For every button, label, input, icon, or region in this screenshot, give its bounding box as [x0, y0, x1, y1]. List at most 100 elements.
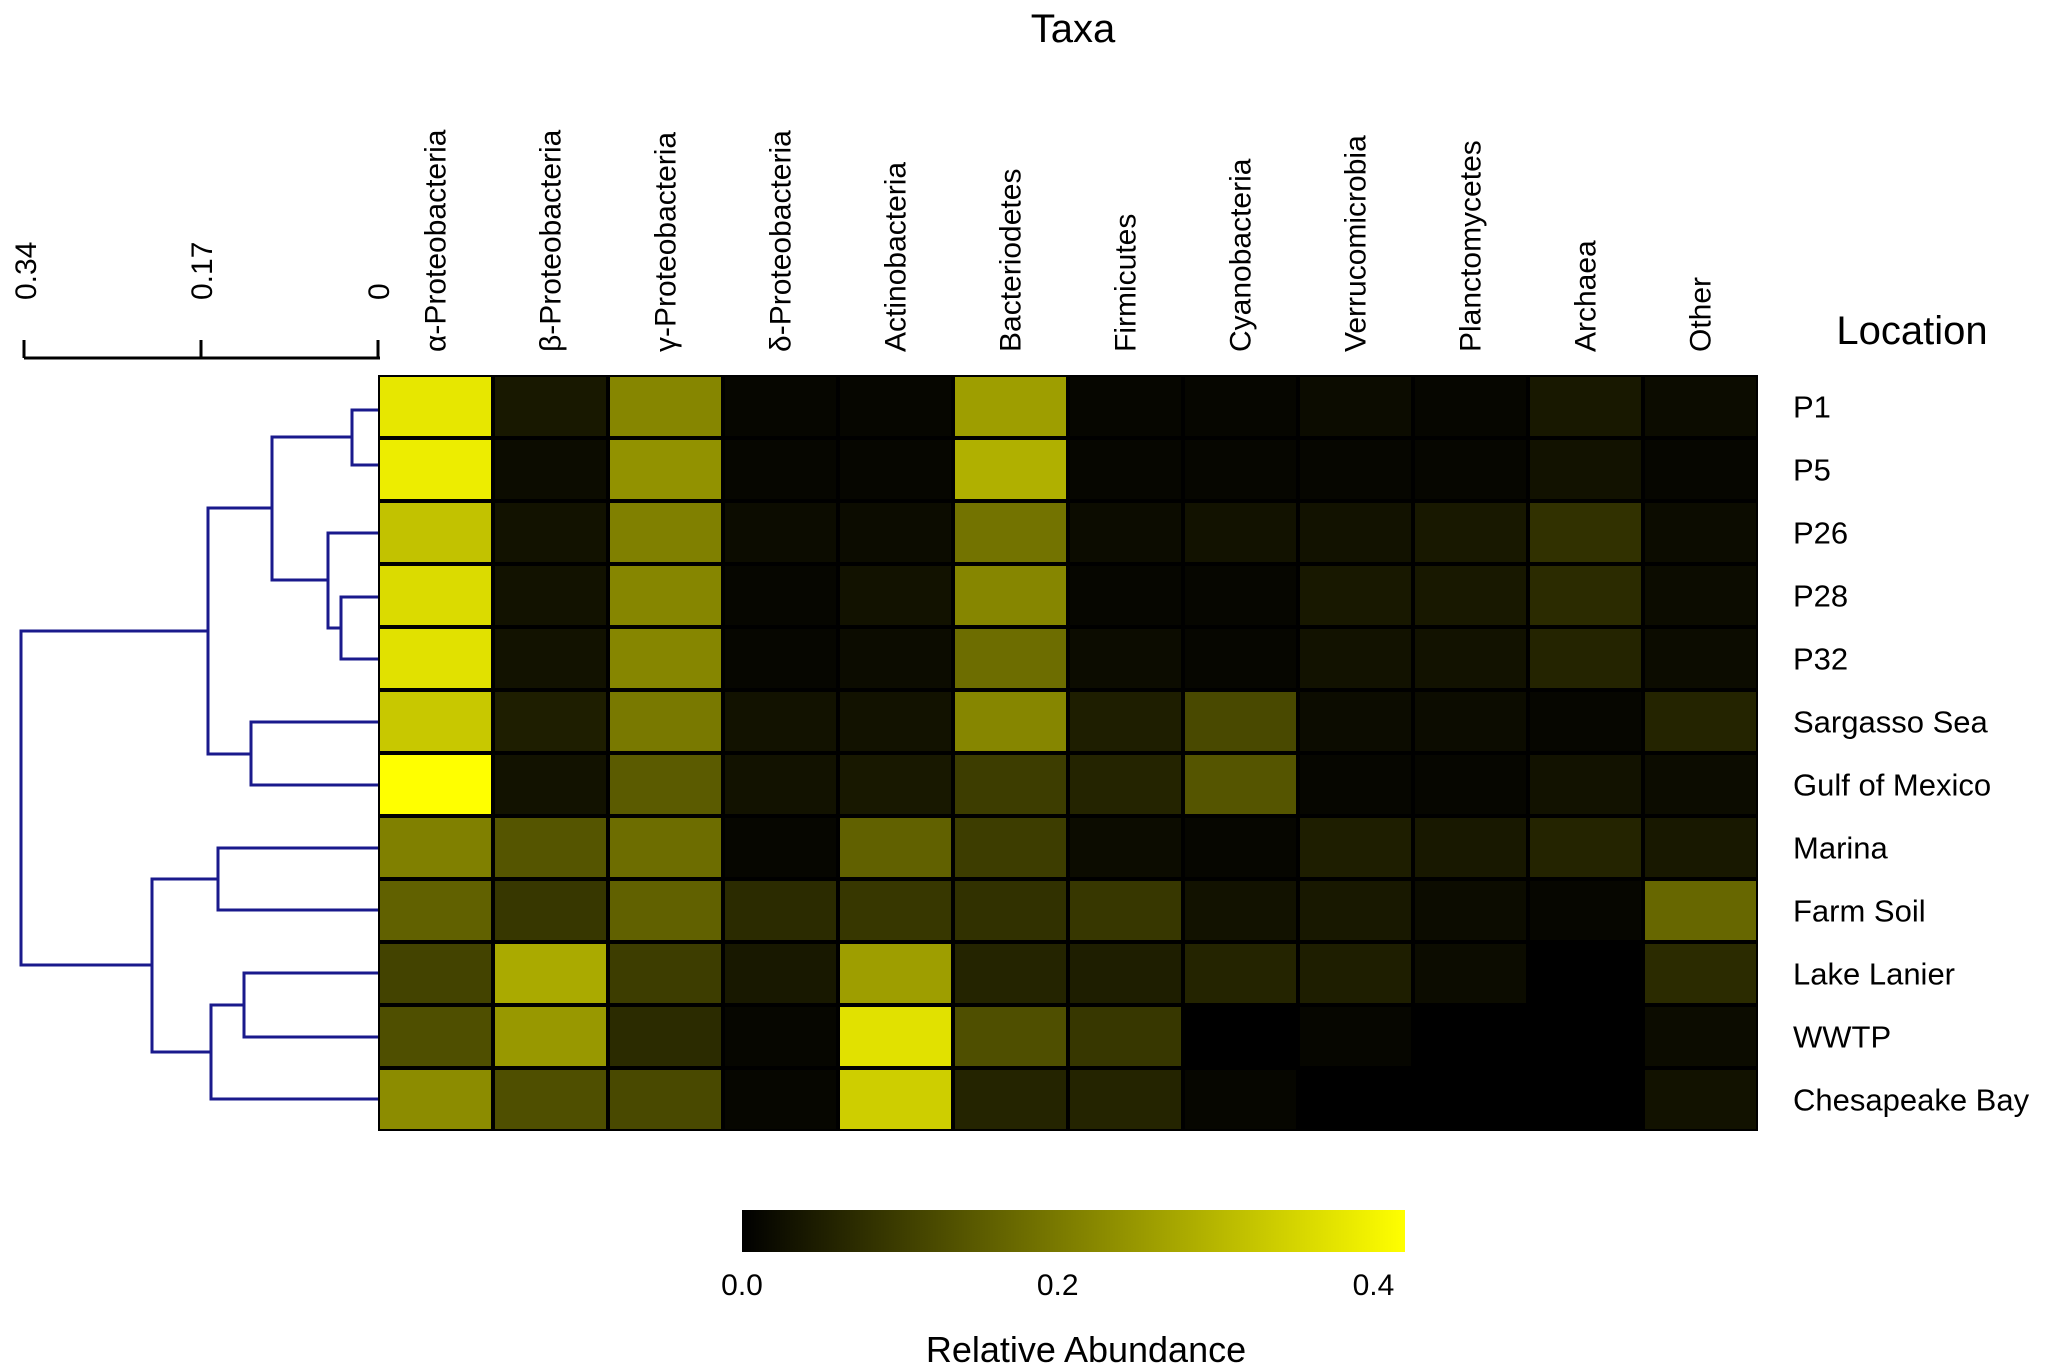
dendrogram-branch-p1-p5: [350, 408, 378, 467]
heatmap-cell: [1070, 377, 1181, 436]
heatmap-cell: [1645, 692, 1756, 751]
heatmap-cell: [495, 1070, 606, 1129]
dendrogram-branch-freshwater-cluster: [150, 877, 218, 1054]
heatmap-cell: [840, 881, 951, 940]
column-label: Cyanobacteria: [1225, 158, 1258, 352]
dendrogram-branch-p28-p32: [339, 595, 378, 661]
heatmap-cell: [955, 818, 1066, 877]
heatmap-cell: [1415, 944, 1526, 1003]
heatmap-cell: [840, 1070, 951, 1129]
heatmap-cell: [1300, 944, 1411, 1003]
heatmap-cell: [1530, 566, 1641, 625]
heatmap-cell: [1530, 440, 1641, 499]
heatmap-cell: [1070, 566, 1181, 625]
column-label: Planctomycetes: [1455, 140, 1488, 352]
heatmap-cell: [725, 1007, 836, 1066]
heatmap-cell: [1185, 692, 1296, 751]
heatmap-cell: [610, 1007, 721, 1066]
heatmap-cell: [840, 944, 951, 1003]
row-label: P28: [1793, 579, 1848, 614]
heatmap-cell: [1415, 1007, 1526, 1066]
heatmap-cell: [1415, 755, 1526, 814]
row-label: Sargasso Sea: [1793, 705, 1988, 740]
heatmap-cell: [1300, 755, 1411, 814]
dendrogram-branch-lake-wwtp: [242, 971, 378, 1039]
heatmap-cell: [1645, 440, 1756, 499]
heatmap-cell: [725, 440, 836, 499]
heatmap-cell: [1185, 1070, 1296, 1129]
heatmap-cell: [610, 503, 721, 562]
dendrogram-scale-tick-label: 0.17: [186, 242, 219, 300]
heatmap-cell: [725, 818, 836, 877]
heatmap-cell: [1185, 818, 1296, 877]
heatmap-cell: [1645, 755, 1756, 814]
heatmap-cell: [1185, 755, 1296, 814]
row-dendrogram: [19, 408, 378, 1101]
heatmap-cell: [610, 755, 721, 814]
heatmap-cell: [840, 755, 951, 814]
chart-title: Taxa: [1031, 7, 1116, 51]
heatmap-cell: [495, 629, 606, 688]
dendrogram-branch-p-sites: [270, 435, 352, 582]
dendrogram-branch-root: [19, 629, 208, 967]
heatmap-cell: [1415, 818, 1526, 877]
heatmap-cell: [1070, 692, 1181, 751]
heatmap-cell: [380, 818, 491, 877]
heatmap-cell: [725, 1070, 836, 1129]
heatmap-cell: [955, 629, 1066, 688]
dendrogram-branch-open-ocean: [249, 720, 378, 787]
heatmap-cell: [380, 377, 491, 436]
column-label: Firmicutes: [1110, 214, 1143, 352]
heatmap-cell: [1185, 944, 1296, 1003]
row-label: Chesapeake Bay: [1793, 1083, 2030, 1118]
column-label: Bacteriodetes: [995, 169, 1028, 352]
heatmap-cell: [1070, 818, 1181, 877]
row-label: Farm Soil: [1793, 894, 1926, 929]
column-label: β-Proteobacteria: [535, 129, 568, 352]
heatmap-cell: [1645, 1070, 1756, 1129]
dendrogram-scale-tick-label: 0: [363, 283, 396, 300]
heatmap-cell: [1300, 566, 1411, 625]
heatmap-cell: [1530, 692, 1641, 751]
heatmap-cell: [1070, 629, 1181, 688]
heatmap-cell: [1645, 1007, 1756, 1066]
row-labels: P1 P5 P26 P28 P32 Sargasso Sea Gulf of Mexico M…: [1793, 390, 2030, 1118]
column-label: Other: [1685, 277, 1718, 352]
heatmap-cell: [380, 1070, 491, 1129]
heatmap-cell: [955, 1070, 1066, 1129]
heatmap-cell: [380, 566, 491, 625]
heatmap-cell: [380, 1007, 491, 1066]
heatmap-cell: [380, 692, 491, 751]
heatmap-cell: [1300, 1007, 1411, 1066]
heatmap-cell: [495, 377, 606, 436]
dendrogram-scale: 0.34 0.17 0: [10, 242, 396, 360]
heatmap-cell: [1530, 944, 1641, 1003]
dendrogram-branch-marine-cluster: [206, 506, 272, 756]
heatmap-cell: [840, 503, 951, 562]
heatmap-cell: [1530, 881, 1641, 940]
heatmap-cell: [1530, 503, 1641, 562]
colorbar-tick-label: 0.0: [721, 1269, 763, 1302]
heatmap-cell: [955, 755, 1066, 814]
heatmap-cell: [1300, 377, 1411, 436]
heatmap-cell: [1645, 818, 1756, 877]
heatmap-cells: [380, 377, 1756, 1129]
dendrogram-branch-p26-cluster: [326, 531, 378, 630]
heatmap-cell: [1070, 881, 1181, 940]
heatmap-cell: [1185, 503, 1296, 562]
heatmap-cell: [380, 440, 491, 499]
dendrogram-scale-tick-label: 0.34: [10, 242, 43, 300]
heatmap-cell: [1070, 944, 1181, 1003]
heatmap-cell: [1415, 1070, 1526, 1129]
column-label: γ-Proteobacteria: [650, 132, 683, 352]
heatmap-cell: [1300, 818, 1411, 877]
heatmap-cell: [495, 503, 606, 562]
heatmap-cell: [610, 881, 721, 940]
heatmap-cell: [955, 944, 1066, 1003]
heatmap-cell: [610, 1070, 721, 1129]
heatmap-cell: [725, 503, 836, 562]
heatmap-cell: [1530, 755, 1641, 814]
heatmap-cell: [1530, 377, 1641, 436]
heatmap-cell: [1645, 629, 1756, 688]
